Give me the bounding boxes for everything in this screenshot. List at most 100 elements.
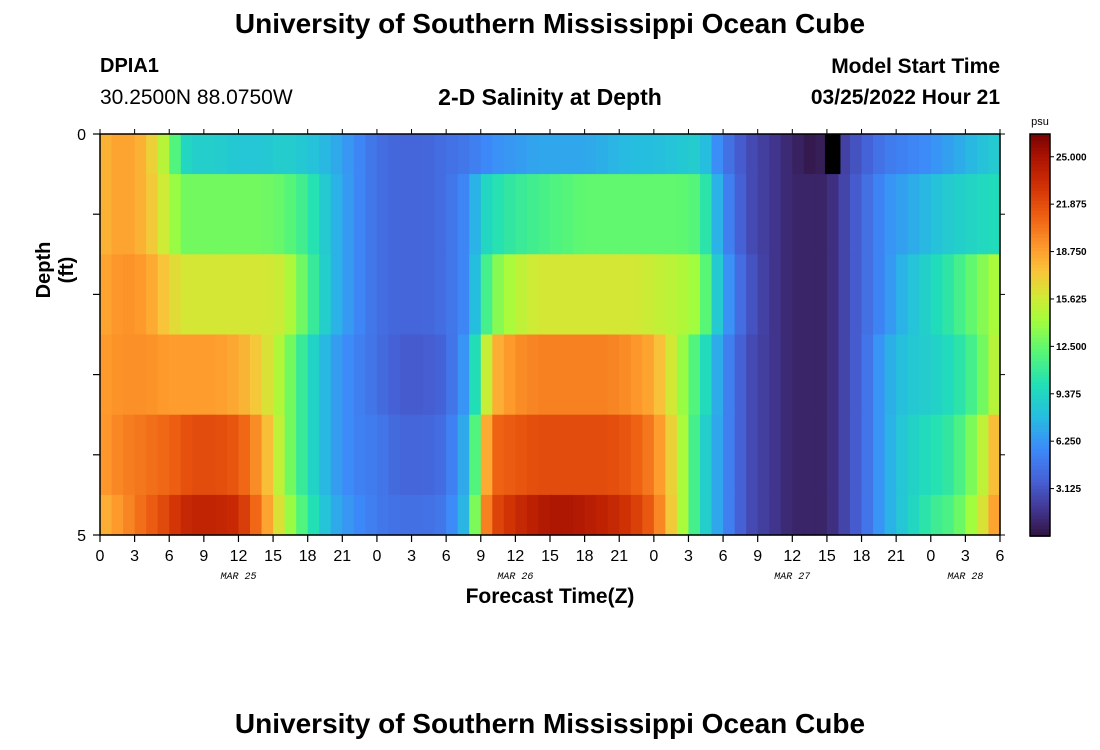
colorbar-tick-label: 21.875 bbox=[1056, 200, 1087, 211]
heatmap-cell bbox=[261, 414, 274, 496]
heatmap-cell bbox=[388, 254, 401, 336]
heatmap-cell bbox=[192, 134, 205, 175]
colorbar-segment bbox=[1030, 525, 1050, 531]
colorbar-segment bbox=[1030, 167, 1050, 172]
heatmap-cell bbox=[100, 134, 113, 175]
heatmap-cell bbox=[515, 174, 528, 255]
heatmap-cell bbox=[480, 414, 493, 496]
colorbar-segment bbox=[1030, 278, 1050, 283]
heatmap-cell bbox=[850, 334, 863, 416]
heatmap-cell bbox=[111, 174, 124, 255]
heatmap-cell bbox=[907, 334, 920, 416]
heatmap-cell bbox=[907, 494, 920, 536]
colorbar-tick-label: 6.250 bbox=[1056, 437, 1081, 448]
heatmap-cell bbox=[180, 414, 193, 496]
heatmap-cell bbox=[665, 414, 678, 496]
heatmap-cell bbox=[353, 254, 366, 336]
heatmap-cell bbox=[723, 254, 736, 336]
colorbar-segment bbox=[1030, 217, 1050, 222]
heatmap-cell bbox=[238, 414, 251, 496]
colorbar-segment bbox=[1030, 160, 1050, 165]
heatmap-cell bbox=[596, 134, 609, 175]
heatmap-cell bbox=[111, 134, 124, 175]
heatmap-cell bbox=[100, 334, 113, 416]
colorbar-segment bbox=[1030, 381, 1050, 387]
heatmap-cell bbox=[526, 334, 540, 416]
colorbar-segment bbox=[1030, 271, 1050, 276]
heatmap-cell bbox=[607, 414, 620, 496]
heatmap-cell bbox=[688, 174, 701, 255]
heatmap-cell bbox=[284, 414, 297, 496]
colorbar-segment bbox=[1030, 469, 1050, 474]
heatmap-cell bbox=[942, 334, 955, 416]
heatmap-cell bbox=[411, 334, 424, 416]
heatmap-cell bbox=[838, 494, 851, 536]
heatmap-cell bbox=[342, 254, 355, 336]
heatmap-cell bbox=[723, 414, 736, 496]
colorbar-segment bbox=[1030, 475, 1050, 480]
heatmap-cell bbox=[492, 494, 505, 536]
heatmap-cell bbox=[273, 134, 286, 175]
heatmap-cell bbox=[584, 134, 597, 175]
station-coordinates: 30.2500N 88.0750W bbox=[100, 86, 293, 109]
heatmap-cell bbox=[250, 174, 263, 255]
heatmap-cell bbox=[884, 174, 897, 255]
colorbar-segment bbox=[1030, 398, 1050, 403]
heatmap-cell bbox=[319, 254, 332, 336]
heatmap-cell bbox=[296, 494, 309, 536]
colorbar-segment bbox=[1030, 301, 1050, 306]
heatmap-cell bbox=[607, 334, 620, 416]
heatmap-cell bbox=[134, 494, 147, 536]
colorbar-segment bbox=[1030, 432, 1050, 437]
heatmap-cell bbox=[896, 414, 909, 496]
heatmap-cell bbox=[400, 414, 413, 496]
colorbar-segment bbox=[1030, 492, 1050, 497]
heatmap-cell bbox=[365, 254, 378, 336]
colorbar-segment bbox=[1030, 221, 1050, 226]
heatmap-cell bbox=[250, 494, 263, 536]
colorbar-tick-label: 18.750 bbox=[1056, 247, 1087, 258]
heatmap-cell bbox=[503, 254, 516, 336]
colorbar-segment bbox=[1030, 515, 1050, 521]
colorbar-segment bbox=[1030, 261, 1050, 266]
heatmap-cell bbox=[734, 174, 747, 255]
heatmap-cell bbox=[250, 414, 263, 496]
heatmap-cell bbox=[815, 414, 828, 496]
colorbar-segment bbox=[1030, 418, 1050, 423]
heatmap-cell bbox=[896, 254, 909, 336]
heatmap-cell bbox=[134, 254, 147, 336]
heatmap-cell bbox=[330, 494, 343, 536]
heatmap-cell bbox=[550, 254, 563, 336]
heatmap-cell bbox=[850, 134, 863, 175]
heatmap-cell bbox=[480, 494, 493, 536]
heatmap-cell bbox=[826, 334, 840, 416]
heatmap-cell bbox=[469, 254, 482, 336]
heatmap-cell bbox=[873, 334, 886, 416]
heatmap-cell bbox=[930, 414, 943, 496]
colorbar-segment bbox=[1030, 137, 1050, 142]
heatmap-cell bbox=[307, 494, 320, 536]
heatmap-cell bbox=[642, 254, 655, 336]
colorbar-segment bbox=[1030, 458, 1050, 464]
heatmap-cell bbox=[492, 134, 505, 175]
heatmap-cell bbox=[111, 254, 124, 336]
heatmap-cell bbox=[169, 254, 182, 336]
colorbar-segment bbox=[1030, 388, 1050, 393]
model-start-label: Model Start Time bbox=[831, 55, 1000, 78]
heatmap-cell bbox=[353, 414, 366, 496]
colorbar-segment bbox=[1030, 338, 1050, 343]
heatmap-cell bbox=[780, 134, 793, 175]
colorbar-segment bbox=[1030, 358, 1050, 363]
missing-data-cell bbox=[824, 134, 841, 175]
colorbar-segment bbox=[1030, 435, 1050, 440]
heatmap-cell bbox=[492, 174, 505, 255]
heatmap-cell bbox=[250, 134, 263, 175]
heatmap-cell bbox=[353, 494, 366, 536]
heatmap-cell bbox=[803, 254, 816, 336]
heatmap-cell bbox=[446, 254, 459, 336]
colorbar-segment bbox=[1030, 281, 1050, 286]
colorbar-segment bbox=[1030, 284, 1050, 289]
heatmap-cell bbox=[573, 414, 586, 496]
heatmap-cell bbox=[584, 174, 597, 255]
heatmap-cell bbox=[192, 254, 205, 336]
